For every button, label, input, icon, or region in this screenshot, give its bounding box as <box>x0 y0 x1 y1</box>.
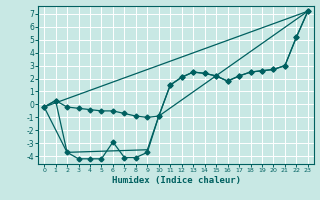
X-axis label: Humidex (Indice chaleur): Humidex (Indice chaleur) <box>111 176 241 185</box>
